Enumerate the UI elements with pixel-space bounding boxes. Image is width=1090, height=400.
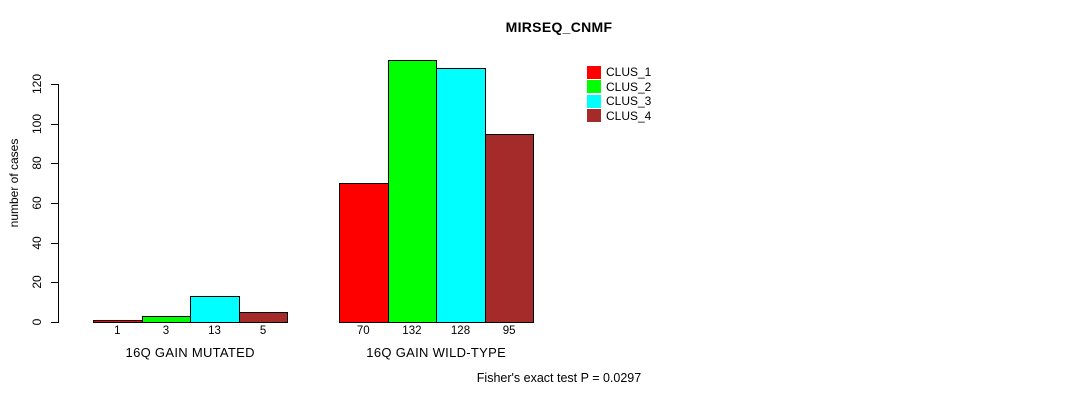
legend-label: CLUS_3 — [606, 94, 652, 109]
bar-value-label: 13 — [208, 325, 221, 337]
bar-clus_4 — [485, 134, 534, 323]
legend-swatch — [587, 80, 601, 94]
legend-swatch — [587, 109, 601, 123]
x-category-label: 16Q GAIN MUTATED — [125, 345, 255, 360]
y-tick-label: 40 — [30, 236, 44, 250]
legend-swatch — [587, 94, 601, 108]
y-tick-label: 100 — [30, 113, 44, 135]
bar-clus_3 — [436, 68, 486, 323]
y-axis — [58, 84, 59, 323]
bar-clus_1 — [339, 183, 389, 323]
bar-value-label: 95 — [502, 325, 516, 337]
bar-value-label: 3 — [162, 325, 170, 337]
bar-value-label: 128 — [450, 325, 471, 337]
legend-item: CLUS_3 — [587, 94, 651, 109]
bar-value-label: 132 — [402, 325, 422, 337]
legend-swatch — [587, 65, 601, 79]
y-tick — [51, 163, 58, 164]
annotation-text: Fisher's exact test P = 0.0297 — [476, 371, 642, 385]
legend: CLUS_1 CLUS_2 CLUS_3 CLUS_4 — [587, 65, 651, 123]
y-tick-label: 80 — [30, 156, 44, 170]
legend-item: CLUS_4 — [587, 109, 651, 124]
y-tick — [51, 243, 58, 244]
bar-value-label: 5 — [259, 325, 267, 337]
y-tick-label: 120 — [30, 73, 44, 95]
bar-value-label: 70 — [356, 325, 370, 337]
x-category-label: 16Q GAIN WILD-TYPE — [366, 345, 507, 360]
bar-clus_3 — [190, 296, 240, 323]
legend-item: CLUS_1 — [587, 65, 651, 80]
chart-title: MIRSEQ_CNMF — [505, 19, 613, 35]
legend-item: CLUS_2 — [587, 80, 651, 95]
y-tick-label: 0 — [30, 318, 44, 326]
y-tick — [51, 203, 58, 204]
bar-clus_2 — [388, 60, 437, 323]
y-tick — [51, 124, 58, 125]
bar-clus_4 — [239, 312, 288, 323]
legend-label: CLUS_2 — [606, 79, 652, 94]
y-tick — [51, 322, 58, 323]
y-tick-label: 60 — [30, 196, 44, 210]
y-tick — [51, 282, 58, 283]
bar-value-label: 1 — [114, 325, 121, 337]
y-tick-label: 20 — [30, 275, 44, 289]
bar-clus_1 — [93, 320, 143, 323]
bar-clus_2 — [142, 316, 191, 323]
y-axis-label: number of cases — [7, 138, 21, 228]
legend-label: CLUS_1 — [606, 65, 652, 80]
y-tick — [51, 84, 58, 85]
legend-label: CLUS_4 — [606, 108, 652, 123]
